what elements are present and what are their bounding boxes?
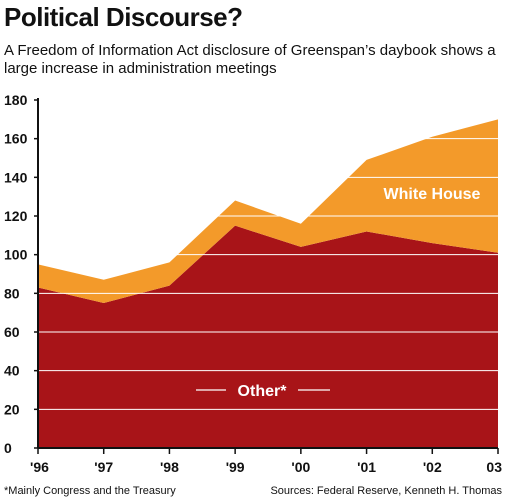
x-tick-label: 03 <box>486 459 502 475</box>
chart-subtitle: A Freedom of Information Act disclosure … <box>4 42 496 77</box>
series-labels: Other* White House <box>196 186 481 400</box>
series-label-white-house: White House <box>384 186 481 203</box>
y-tick-label: 60 <box>4 324 20 340</box>
y-axis: 0 20 40 60 80 100 120 140 160 180 <box>4 92 39 456</box>
area-series-1 <box>38 119 498 303</box>
y-tick-label: 120 <box>4 208 28 224</box>
chart-gridlines <box>38 99 498 410</box>
y-tick-label: 20 <box>4 401 20 417</box>
y-tick-label: 0 <box>4 440 12 456</box>
x-tick-label: '96 <box>30 459 49 475</box>
y-tick-label: 100 <box>4 247 28 263</box>
x-axis: '96 '97 '98 '99 '00 '01 '02 03 <box>30 447 502 475</box>
chart-areas <box>38 119 498 448</box>
area-series-0 <box>38 225 498 448</box>
x-tick-label: '00 <box>291 459 310 475</box>
x-tick-label: '02 <box>423 459 442 475</box>
chart-title: Political Discourse? <box>4 2 243 32</box>
series-label-other: Other* <box>238 383 288 400</box>
y-tick-label: 140 <box>4 169 28 185</box>
y-tick-label: 80 <box>4 285 20 301</box>
y-tick-label: 40 <box>4 363 20 379</box>
x-tick-label: '01 <box>357 459 376 475</box>
x-tick-label: '97 <box>94 459 113 475</box>
y-tick-label: 160 <box>4 131 28 147</box>
x-tick-label: '99 <box>226 459 245 475</box>
footnote: *Mainly Congress and the Treasury <box>4 485 176 497</box>
source-note: Sources: Federal Reserve, Kenneth H. Tho… <box>270 485 502 497</box>
x-tick-label: '98 <box>160 459 179 475</box>
y-tick-label: 180 <box>4 92 28 108</box>
